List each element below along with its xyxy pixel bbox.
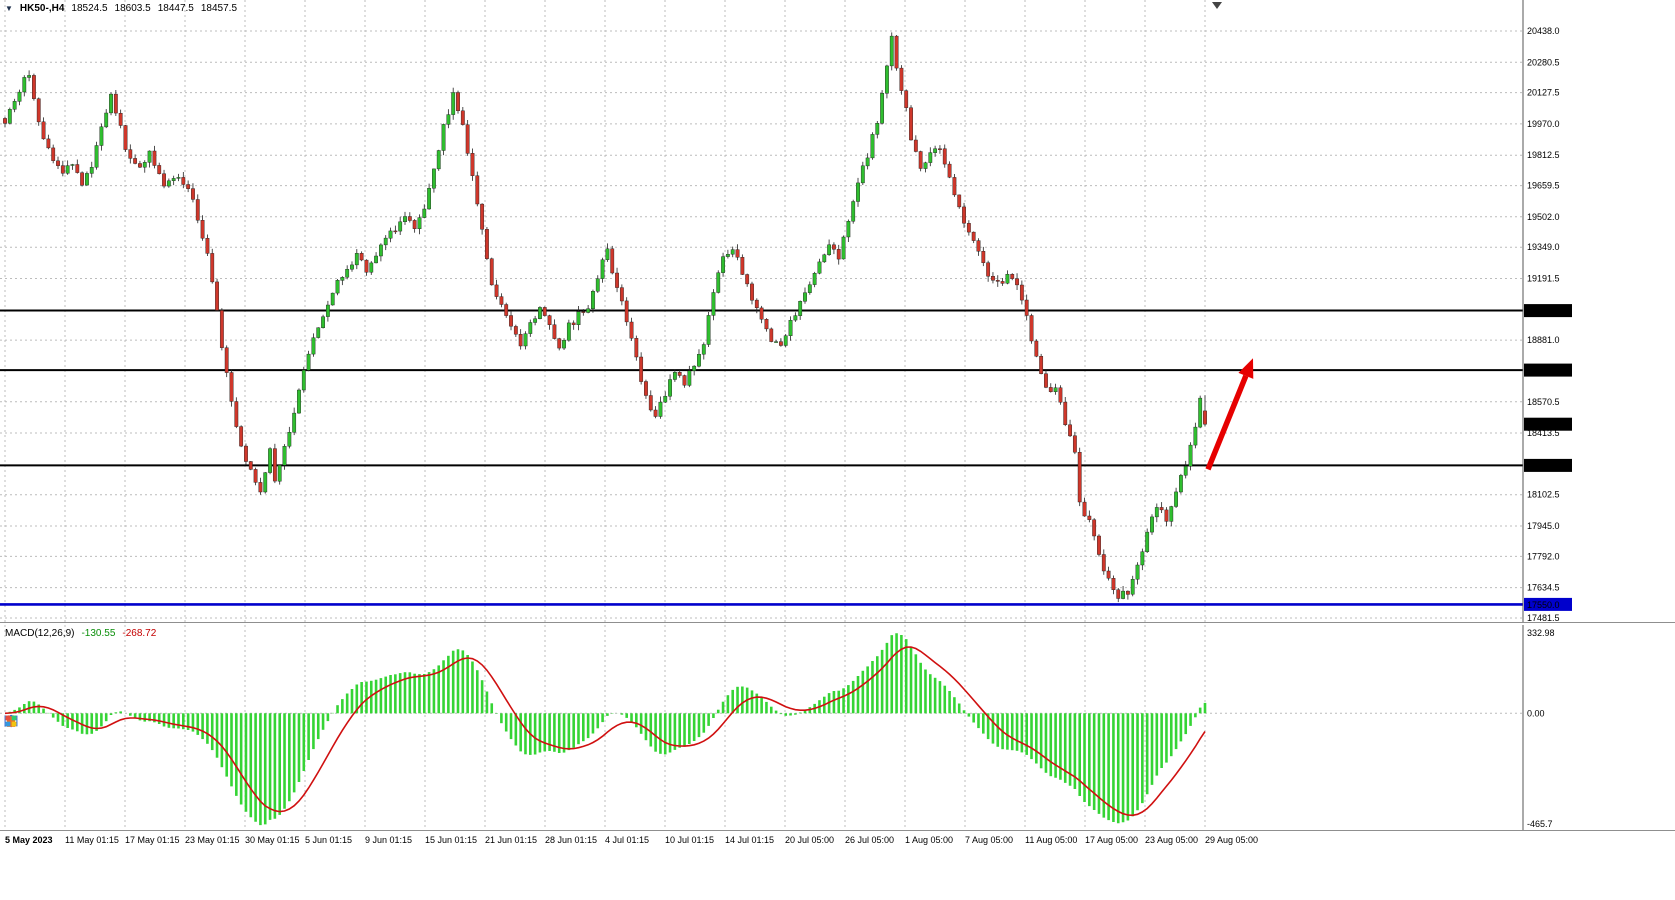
chart-header: ▼ HK50-,H4 18524.5 18603.5 18447.5 18457… xyxy=(5,3,237,14)
macd-header: MACD(12,26,9) -130.55 -268.72 xyxy=(5,628,156,639)
macd-axis-max: 332.98 xyxy=(1527,628,1555,638)
high-value: 18603.5 xyxy=(114,3,151,14)
time-axis-label: 11 May 01:15 xyxy=(65,835,119,845)
price-axis-label: 18881.0 xyxy=(1527,335,1560,345)
time-axis-label: 28 Jun 01:15 xyxy=(545,835,598,845)
price-axis-label: 18102.5 xyxy=(1527,490,1560,500)
time-axis-label: 30 May 01:15 xyxy=(245,835,300,845)
price-tag: 18730.0 xyxy=(1527,366,1560,376)
time-axis-label: 14 Jul 01:15 xyxy=(725,835,775,845)
price-axis[interactable]: 20438.0 20280.5 20127.5 19970.0 19812.5 19659… xyxy=(1522,0,1572,622)
price-axis-label: 19970.0 xyxy=(1527,119,1560,129)
time-axis-label: 4 Jul 01:15 xyxy=(605,835,650,845)
close-value: 18457.5 xyxy=(200,3,238,14)
symbol-dropdown-icon[interactable]: ▼ xyxy=(5,4,13,13)
macd-axis-min: -465.7 xyxy=(1527,819,1553,829)
time-axis[interactable]: 5 May 2023 11 May 01:15 17 May 01:15 23 May… xyxy=(0,831,1675,900)
trend-arrow-annotation[interactable] xyxy=(1205,358,1254,471)
chart-shift-marker-icon xyxy=(1212,2,1222,9)
apps-grid-icon[interactable] xyxy=(4,714,18,728)
time-axis-label: 7 Aug 05:00 xyxy=(965,835,1014,845)
macd-signal-line xyxy=(4,646,1206,817)
axis-separator xyxy=(0,830,1675,831)
candlesticks xyxy=(3,32,1207,603)
price-axis-label: 17634.5 xyxy=(1527,583,1560,593)
low-value: 18447.5 xyxy=(157,3,194,14)
price-axis-label: 17945.0 xyxy=(1527,521,1560,531)
time-axis-label: 11 Aug 05:00 xyxy=(1025,835,1078,845)
price-axis-label: 18570.5 xyxy=(1527,397,1560,407)
time-axis-label: 5 May 2023 xyxy=(5,835,53,845)
time-axis-label: 29 Aug 05:00 xyxy=(1205,835,1259,845)
panel-separator[interactable] xyxy=(0,622,1675,623)
price-axis-label: 19502.0 xyxy=(1527,212,1560,222)
time-axis-label: 15 Jun 01:15 xyxy=(425,835,478,845)
time-axis-label: 10 Jul 01:15 xyxy=(665,835,715,845)
time-axis-label: 23 May 01:15 xyxy=(185,835,240,845)
time-axis-label: 21 Jun 01:15 xyxy=(485,835,538,845)
price-axis-label: 19349.0 xyxy=(1527,242,1560,252)
price-axis-label: 17481.5 xyxy=(1527,613,1560,622)
price-axis-label: 20127.5 xyxy=(1527,88,1560,98)
time-axis-label: 26 Jul 05:00 xyxy=(845,835,895,845)
macd-indicator-canvas[interactable]: 332.98 0.00 -465.7 xyxy=(0,625,1675,830)
price-chart-canvas[interactable]: 20438.0 20280.5 20127.5 19970.0 19812.5 19659… xyxy=(0,0,1675,622)
time-axis-label: 17 Aug 05:00 xyxy=(1085,835,1139,845)
macd-axis-zero: 0.00 xyxy=(1527,708,1545,718)
time-axis-label: 17 May 01:15 xyxy=(125,835,180,845)
macd-signal-value: -268.72 xyxy=(122,628,157,639)
price-axis-label: 20280.5 xyxy=(1527,57,1560,67)
macd-main-value: -130.55 xyxy=(81,628,116,639)
time-axis-label: 20 Jul 05:00 xyxy=(785,835,835,845)
time-axis-label: 23 Aug 05:00 xyxy=(1145,835,1199,845)
time-axis-label: 9 Jun 01:15 xyxy=(365,835,413,845)
price-axis-label: 18413.5 xyxy=(1527,428,1560,438)
time-axis-label: 1 Aug 05:00 xyxy=(905,835,954,845)
price-tag: 18250.0 xyxy=(1527,461,1560,471)
open-value: 18524.5 xyxy=(71,3,108,14)
macd-grid xyxy=(0,625,1523,830)
macd-title: MACD(12,26,9) xyxy=(5,628,75,639)
time-axis-label: 5 Jun 01:15 xyxy=(305,835,353,845)
symbol-period-label: HK50-,H4 xyxy=(19,3,65,14)
price-axis-label: 19812.5 xyxy=(1527,150,1560,160)
price-axis-label: 19659.5 xyxy=(1527,181,1560,191)
price-tag: 19030.0 xyxy=(1527,306,1560,316)
price-axis-label: 20438.0 xyxy=(1527,26,1560,36)
macd-axis[interactable]: 332.98 0.00 -465.7 xyxy=(1522,625,1555,830)
price-axis-label: 19191.5 xyxy=(1527,274,1560,284)
price-axis-label: 17792.0 xyxy=(1527,551,1560,561)
price-tag: 18457.5 xyxy=(1527,420,1560,430)
price-tag: 17550.0 xyxy=(1527,600,1560,610)
